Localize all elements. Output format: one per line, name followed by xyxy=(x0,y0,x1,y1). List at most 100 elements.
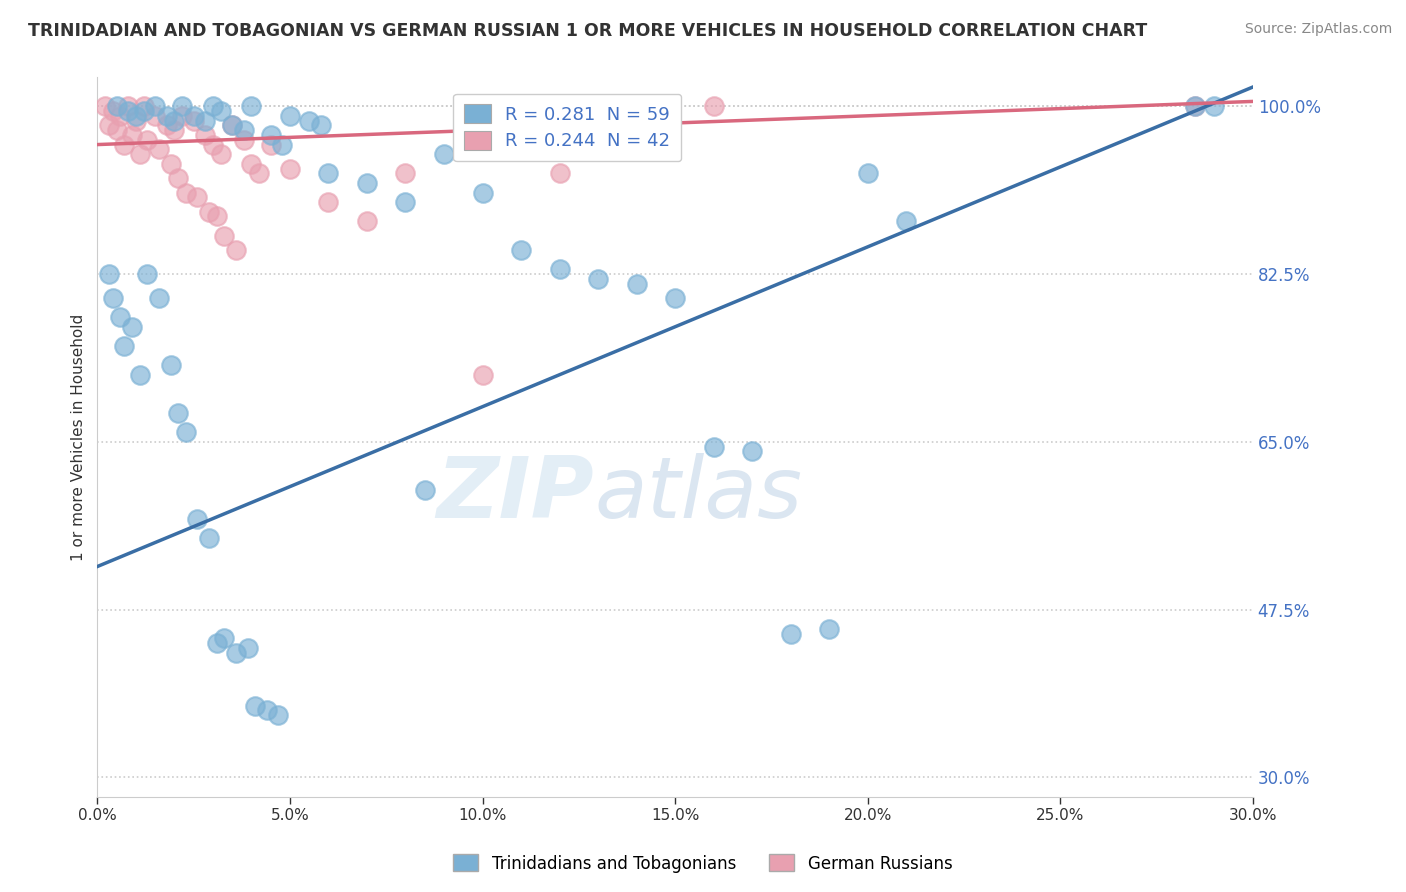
Point xyxy=(159,157,181,171)
Point xyxy=(260,137,283,152)
Point xyxy=(205,636,228,650)
Point xyxy=(245,698,267,713)
Point xyxy=(163,113,186,128)
Text: Source: ZipAtlas.com: Source: ZipAtlas.com xyxy=(1244,22,1392,37)
Point xyxy=(201,99,224,113)
Point xyxy=(143,109,166,123)
Legend: R = 0.281  N = 59, R = 0.244  N = 42: R = 0.281 N = 59, R = 0.244 N = 42 xyxy=(453,94,682,161)
Point xyxy=(198,531,221,545)
Point xyxy=(214,632,236,646)
Point xyxy=(172,99,194,113)
Point xyxy=(209,147,232,161)
Point xyxy=(240,99,263,113)
Point xyxy=(394,166,416,180)
Point xyxy=(97,267,120,281)
Point xyxy=(225,646,247,660)
Point xyxy=(128,147,150,161)
Point xyxy=(198,204,221,219)
Point xyxy=(128,368,150,382)
Point xyxy=(236,640,259,655)
Point xyxy=(110,310,132,325)
Point xyxy=(136,267,159,281)
Point xyxy=(433,147,456,161)
Point xyxy=(626,277,648,291)
Point xyxy=(896,214,918,228)
Point xyxy=(221,119,243,133)
Point xyxy=(125,109,148,123)
Point xyxy=(105,99,128,113)
Point xyxy=(471,368,494,382)
Point xyxy=(186,511,208,525)
Point xyxy=(356,176,378,190)
Point xyxy=(232,133,254,147)
Point xyxy=(318,166,340,180)
Point xyxy=(586,272,609,286)
Point xyxy=(167,406,190,420)
Point xyxy=(247,166,270,180)
Point xyxy=(156,109,179,123)
Point xyxy=(471,186,494,200)
Point xyxy=(1184,99,1206,113)
Point xyxy=(298,113,321,128)
Point xyxy=(856,166,879,180)
Point xyxy=(172,109,194,123)
Point xyxy=(703,99,725,113)
Point xyxy=(125,113,148,128)
Point xyxy=(117,103,139,118)
Point xyxy=(221,119,243,133)
Point xyxy=(664,291,686,305)
Point xyxy=(121,128,143,142)
Point xyxy=(267,708,290,723)
Point xyxy=(779,626,801,640)
Point xyxy=(278,109,301,123)
Point xyxy=(186,190,208,204)
Point xyxy=(94,99,117,113)
Point xyxy=(741,444,763,458)
Point xyxy=(413,483,436,497)
Point xyxy=(194,113,217,128)
Point xyxy=(225,243,247,257)
Legend: Trinidadians and Tobagonians, German Russians: Trinidadians and Tobagonians, German Rus… xyxy=(447,847,959,880)
Point xyxy=(174,186,197,200)
Point xyxy=(183,109,205,123)
Y-axis label: 1 or more Vehicles in Household: 1 or more Vehicles in Household xyxy=(72,313,86,561)
Point xyxy=(356,214,378,228)
Point xyxy=(209,103,232,118)
Point xyxy=(136,133,159,147)
Text: atlas: atlas xyxy=(595,453,803,536)
Point xyxy=(159,358,181,372)
Point xyxy=(174,425,197,440)
Point xyxy=(394,195,416,210)
Point xyxy=(112,339,135,353)
Point xyxy=(232,123,254,137)
Point xyxy=(548,166,571,180)
Point xyxy=(1184,99,1206,113)
Point xyxy=(117,99,139,113)
Point xyxy=(148,142,170,156)
Point xyxy=(510,243,533,257)
Text: TRINIDADIAN AND TOBAGONIAN VS GERMAN RUSSIAN 1 OR MORE VEHICLES IN HOUSEHOLD COR: TRINIDADIAN AND TOBAGONIAN VS GERMAN RUS… xyxy=(28,22,1147,40)
Point xyxy=(132,99,155,113)
Point xyxy=(278,161,301,176)
Point xyxy=(201,137,224,152)
Point xyxy=(148,291,170,305)
Point xyxy=(101,103,124,118)
Point xyxy=(703,440,725,454)
Point xyxy=(183,113,205,128)
Point xyxy=(1204,99,1226,113)
Point xyxy=(260,128,283,142)
Point xyxy=(167,171,190,186)
Text: ZIP: ZIP xyxy=(437,453,595,536)
Point xyxy=(110,109,132,123)
Point xyxy=(256,703,278,717)
Point xyxy=(97,119,120,133)
Point xyxy=(105,123,128,137)
Point xyxy=(818,622,841,636)
Point xyxy=(271,137,294,152)
Point xyxy=(205,210,228,224)
Point xyxy=(214,228,236,243)
Point xyxy=(132,103,155,118)
Point xyxy=(143,99,166,113)
Point xyxy=(156,119,179,133)
Point xyxy=(121,319,143,334)
